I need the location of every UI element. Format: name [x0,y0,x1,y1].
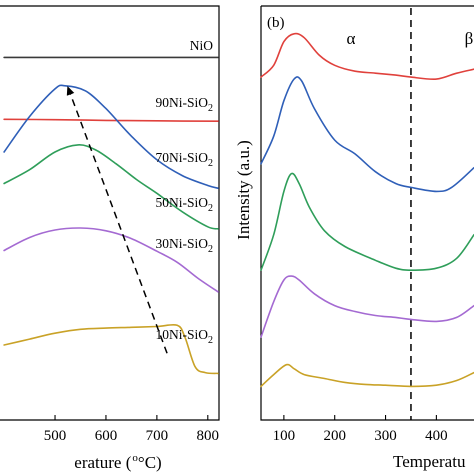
right-series-line-2 [260,172,474,271]
right-plot-frame [260,5,474,421]
right-series-line-1 [260,76,474,193]
left-x-ticks: 500 600 700 800 [44,415,219,444]
label-50ni-sio2: 50Ni-SiO2 [155,195,213,214]
right-series-line-3 [260,275,474,338]
label-90ni-sio2: 90Ni-SiO2 [155,95,213,114]
left-series-line-1 [3,118,219,122]
right-series-line-4 [260,363,474,388]
left-curves [3,56,219,375]
left-x-tick-label: 800 [197,428,220,444]
trend-arrow [66,86,168,354]
right-x-tick-label: 400 [425,428,448,444]
label-70ni-sio2: 70Ni-SiO2 [155,150,213,169]
right-x-axis-label: Temperatu [393,452,466,471]
right-curves [260,32,474,388]
left-plot-frame [0,5,220,421]
right-x-tick-label: 100 [273,428,296,444]
right-panel: 100 200 300 400 (b) α β Intensity (a.u.) Te… [234,5,474,471]
label-10ni-sio2: 10Ni-SiO2 [155,327,213,346]
right-x-ticks: 100 200 300 400 [273,415,448,444]
panel-label-b: (b) [267,15,285,31]
label-nio: NiO [190,38,214,53]
left-x-tick-label: 700 [146,428,169,444]
left-series-line-4 [3,227,219,293]
left-x-tick-label: 600 [95,428,118,444]
right-series-line-0 [260,32,474,81]
label-30ni-sio2: 30Ni-SiO2 [155,236,213,255]
region-alpha-label: α [347,29,356,48]
left-x-axis-label: erature (o°C) [74,452,161,472]
left-panel: 500 600 700 800 NiO 90Ni-SiO2 70Ni-SiO2 50N… [0,5,220,472]
right-y-axis-label: Intensity (a.u.) [234,140,253,240]
left-series-line-3 [3,144,219,230]
right-x-tick-label: 200 [323,428,346,444]
left-series-line-5 [3,323,219,375]
region-beta-label: β [465,29,474,48]
left-series-line-2 [3,84,219,189]
left-x-tick-label: 500 [44,428,67,444]
right-x-tick-label: 300 [374,428,397,444]
